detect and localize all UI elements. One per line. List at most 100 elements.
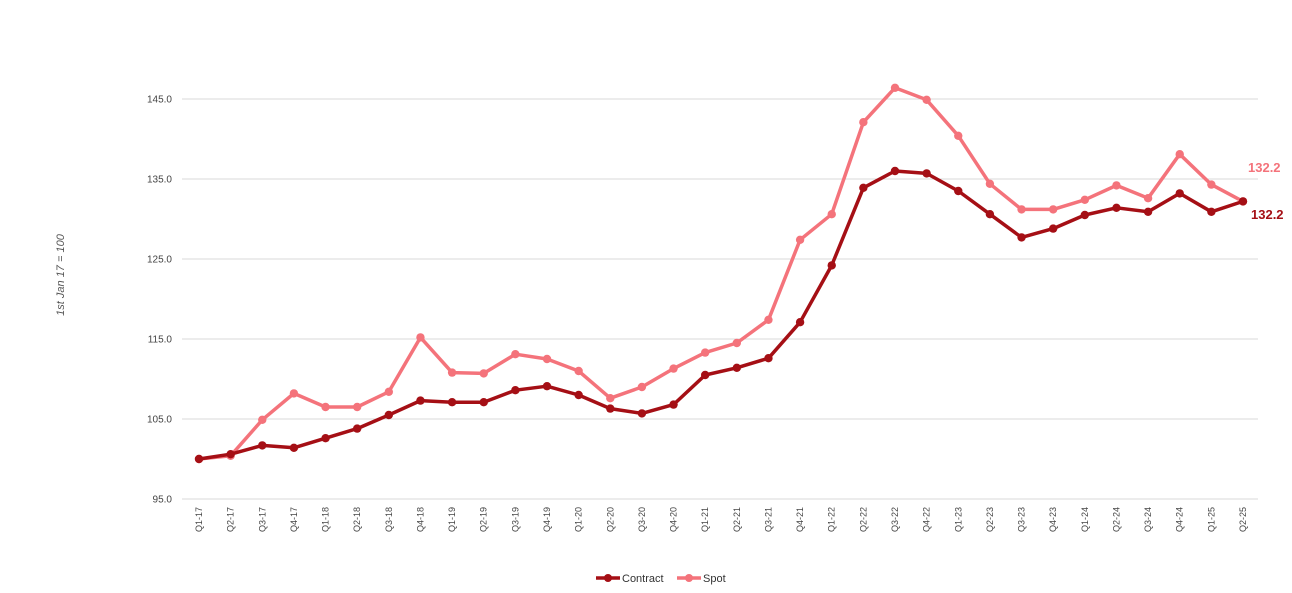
- data-point: [542, 382, 552, 391]
- data-point: [795, 318, 805, 327]
- x-tick-label: Q3-22: [890, 507, 900, 532]
- data-point: [1175, 150, 1184, 159]
- legend-item-spot: Spot: [677, 573, 726, 585]
- data-point: [321, 434, 330, 443]
- y-tick-label: 135.0: [147, 175, 172, 186]
- data-point: [954, 131, 963, 140]
- data-point: [416, 396, 425, 405]
- data-point: [1207, 207, 1216, 216]
- data-point: [795, 235, 805, 244]
- y-tick-label: 95.0: [153, 495, 173, 506]
- x-tick-label: Q4-18: [415, 507, 425, 532]
- x-tick-label: Q4-22: [922, 507, 932, 532]
- series-contract: [194, 166, 1248, 464]
- data-point: [447, 368, 457, 377]
- data-point: [859, 183, 868, 192]
- end-label-spot: 132.2: [1248, 160, 1281, 175]
- y-tick-label: 115.0: [148, 335, 173, 346]
- data-point: [1017, 233, 1026, 242]
- gridlines: [182, 98, 1258, 500]
- end-label-contract: 132.2: [1251, 207, 1284, 222]
- x-tick-label: Q2-23: [985, 507, 995, 532]
- x-tick-label: Q1-22: [827, 507, 837, 532]
- x-tick-label: Q2-25: [1238, 507, 1248, 532]
- data-point: [1112, 203, 1121, 212]
- x-tick-label: Q4-17: [289, 507, 299, 532]
- data-point: [574, 366, 583, 376]
- data-point: [700, 348, 710, 357]
- data-point: [985, 179, 995, 188]
- x-axis: Q1-17 Q2-17 Q3-17 Q4-17 Q1-18 Q2-18 Q3-18 Q4-18…: [194, 507, 1248, 532]
- x-tick-label: Q3-21: [763, 507, 773, 532]
- legend-label: Spot: [703, 573, 726, 585]
- data-point: [700, 370, 710, 380]
- x-tick-label: Q1-19: [447, 507, 457, 532]
- series-spot: [194, 83, 1248, 464]
- x-tick-label: Q4-23: [1048, 507, 1058, 532]
- series: 132.2 132.2: [194, 83, 1284, 464]
- x-tick-label: Q2-21: [732, 507, 742, 532]
- x-tick-label: Q2-20: [605, 507, 615, 532]
- data-point: [289, 389, 299, 398]
- data-point: [764, 315, 773, 324]
- data-point: [890, 166, 900, 176]
- data-point: [1080, 210, 1090, 220]
- x-tick-label: Q4-19: [542, 507, 552, 532]
- x-tick-label: Q3-17: [257, 507, 267, 532]
- x-tick-label: Q2-17: [226, 507, 236, 532]
- data-point: [321, 402, 330, 412]
- x-tick-label: Q4-21: [795, 507, 805, 532]
- data-point: [574, 390, 583, 400]
- data-point: [1143, 194, 1153, 203]
- data-point: [384, 387, 394, 396]
- data-point: [1112, 181, 1121, 190]
- data-point: [352, 402, 362, 412]
- data-point: [194, 454, 204, 464]
- data-point: [1080, 195, 1090, 204]
- legend-label: Contract: [622, 573, 664, 585]
- data-point: [1048, 205, 1058, 214]
- data-point: [1175, 189, 1184, 198]
- y-tick-label: 145.0: [147, 95, 172, 106]
- data-point: [606, 404, 615, 413]
- data-point: [258, 441, 267, 450]
- x-tick-label: Q4-20: [669, 507, 679, 532]
- data-point: [954, 186, 963, 196]
- x-tick-label: Q1-21: [700, 507, 710, 532]
- data-point: [732, 363, 742, 372]
- x-tick-label: Q4-24: [1175, 507, 1185, 532]
- x-tick-label: Q2-18: [352, 507, 362, 532]
- y-tick-label: 125.0: [147, 255, 172, 266]
- x-tick-label: Q3-18: [384, 507, 394, 532]
- legend-marker: [604, 574, 612, 582]
- data-point: [637, 382, 647, 392]
- data-point: [289, 443, 299, 452]
- series-line-contract: [197, 169, 1245, 461]
- data-point: [479, 369, 488, 378]
- x-tick-label: Q3-24: [1143, 507, 1153, 532]
- x-tick-label: Q1-23: [953, 507, 963, 532]
- legend: Contract Spot: [596, 573, 726, 585]
- x-tick-label: Q3-23: [1017, 507, 1027, 532]
- data-point: [447, 398, 457, 407]
- x-tick-label: Q2-19: [479, 507, 489, 532]
- legend-marker: [685, 574, 693, 582]
- data-point: [669, 364, 678, 373]
- data-point: [985, 210, 995, 219]
- x-tick-label: Q1-17: [194, 507, 204, 532]
- y-axis: 95.0 105.0 115.0 125.0 135.0 145.0: [147, 95, 172, 506]
- y-axis-title: 1st Jan 17 = 100: [55, 233, 67, 316]
- data-point: [827, 261, 836, 270]
- data-point: [511, 350, 520, 359]
- data-point: [1238, 197, 1248, 206]
- data-point: [764, 354, 773, 363]
- x-tick-label: Q1-20: [574, 507, 584, 532]
- legend-item-contract: Contract: [596, 573, 664, 585]
- data-point: [258, 415, 267, 424]
- data-point: [732, 338, 742, 348]
- data-point: [1207, 180, 1216, 189]
- series-line-spot: [197, 86, 1245, 461]
- data-point: [890, 83, 900, 93]
